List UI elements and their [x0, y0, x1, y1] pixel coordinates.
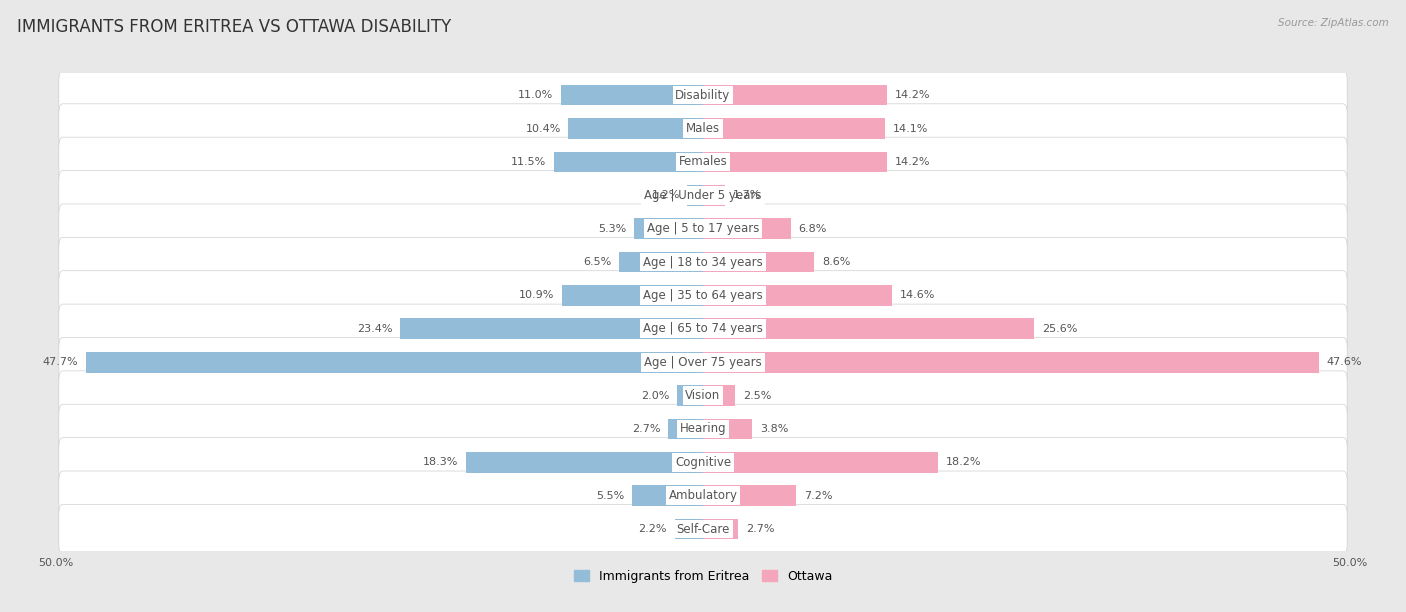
Text: 18.2%: 18.2% — [946, 457, 981, 468]
Bar — [703, 185, 725, 206]
Bar — [703, 385, 735, 406]
FancyBboxPatch shape — [59, 438, 1347, 487]
Text: Age | 18 to 34 years: Age | 18 to 34 years — [643, 256, 763, 269]
Text: Disability: Disability — [675, 89, 731, 102]
Bar — [401, 318, 703, 339]
FancyBboxPatch shape — [59, 237, 1347, 287]
Bar — [619, 252, 703, 272]
FancyBboxPatch shape — [59, 137, 1347, 187]
Bar — [678, 385, 703, 406]
Text: Males: Males — [686, 122, 720, 135]
Text: 3.8%: 3.8% — [759, 424, 789, 434]
Bar — [703, 318, 1035, 339]
Text: IMMIGRANTS FROM ERITREA VS OTTAWA DISABILITY: IMMIGRANTS FROM ERITREA VS OTTAWA DISABI… — [17, 18, 451, 36]
FancyBboxPatch shape — [59, 337, 1347, 387]
Bar — [703, 285, 891, 306]
FancyBboxPatch shape — [59, 504, 1347, 554]
FancyBboxPatch shape — [59, 171, 1347, 220]
Bar — [561, 85, 703, 105]
Text: 5.3%: 5.3% — [599, 223, 627, 234]
Bar — [703, 352, 1319, 373]
Bar — [703, 85, 887, 105]
Text: Self-Care: Self-Care — [676, 523, 730, 536]
Text: 10.4%: 10.4% — [526, 124, 561, 133]
Text: Age | Under 5 years: Age | Under 5 years — [644, 188, 762, 202]
Bar — [467, 452, 703, 472]
Bar — [86, 352, 703, 373]
Text: Ambulatory: Ambulatory — [668, 489, 738, 502]
Text: Females: Females — [679, 155, 727, 168]
Text: 6.5%: 6.5% — [583, 257, 612, 267]
Bar — [688, 185, 703, 206]
Bar — [668, 419, 703, 439]
Text: 11.5%: 11.5% — [512, 157, 547, 167]
Text: Age | 35 to 64 years: Age | 35 to 64 years — [643, 289, 763, 302]
Text: 14.2%: 14.2% — [894, 157, 929, 167]
Text: 11.0%: 11.0% — [517, 90, 553, 100]
Text: 10.9%: 10.9% — [519, 291, 554, 300]
Bar — [703, 485, 796, 506]
FancyBboxPatch shape — [59, 405, 1347, 453]
Text: 7.2%: 7.2% — [804, 491, 832, 501]
Text: 14.1%: 14.1% — [893, 124, 928, 133]
FancyBboxPatch shape — [59, 104, 1347, 153]
FancyBboxPatch shape — [59, 204, 1347, 253]
FancyBboxPatch shape — [59, 271, 1347, 320]
Bar — [634, 218, 703, 239]
Bar — [631, 485, 703, 506]
Text: Vision: Vision — [685, 389, 721, 402]
Text: 18.3%: 18.3% — [423, 457, 458, 468]
Text: 8.6%: 8.6% — [823, 257, 851, 267]
Bar — [703, 519, 738, 539]
Text: Source: ZipAtlas.com: Source: ZipAtlas.com — [1278, 18, 1389, 28]
Text: Age | Over 75 years: Age | Over 75 years — [644, 356, 762, 368]
Text: 6.8%: 6.8% — [799, 223, 827, 234]
Text: 25.6%: 25.6% — [1042, 324, 1077, 334]
Text: 2.7%: 2.7% — [745, 524, 775, 534]
Text: 23.4%: 23.4% — [357, 324, 392, 334]
Bar — [675, 519, 703, 539]
Text: Age | 65 to 74 years: Age | 65 to 74 years — [643, 323, 763, 335]
Bar — [703, 452, 938, 472]
FancyBboxPatch shape — [59, 304, 1347, 354]
Text: 1.2%: 1.2% — [651, 190, 679, 200]
Text: Age | 5 to 17 years: Age | 5 to 17 years — [647, 222, 759, 235]
Text: 2.7%: 2.7% — [631, 424, 661, 434]
Text: Hearing: Hearing — [679, 422, 727, 436]
Bar — [554, 152, 703, 172]
Text: 5.5%: 5.5% — [596, 491, 624, 501]
Text: 14.6%: 14.6% — [900, 291, 935, 300]
FancyBboxPatch shape — [59, 471, 1347, 520]
Text: 2.0%: 2.0% — [641, 390, 669, 401]
Text: Cognitive: Cognitive — [675, 456, 731, 469]
Text: 1.7%: 1.7% — [733, 190, 761, 200]
Bar — [568, 118, 703, 139]
Text: 2.5%: 2.5% — [744, 390, 772, 401]
Bar — [703, 419, 752, 439]
Text: 47.6%: 47.6% — [1326, 357, 1362, 367]
Bar — [703, 118, 886, 139]
Text: 14.2%: 14.2% — [894, 90, 929, 100]
FancyBboxPatch shape — [59, 371, 1347, 420]
Text: 2.2%: 2.2% — [638, 524, 666, 534]
Legend: Immigrants from Eritrea, Ottawa: Immigrants from Eritrea, Ottawa — [569, 564, 837, 588]
Bar — [562, 285, 703, 306]
Text: 47.7%: 47.7% — [42, 357, 79, 367]
Bar — [703, 218, 792, 239]
Bar — [703, 152, 887, 172]
Bar — [703, 252, 814, 272]
FancyBboxPatch shape — [59, 70, 1347, 120]
